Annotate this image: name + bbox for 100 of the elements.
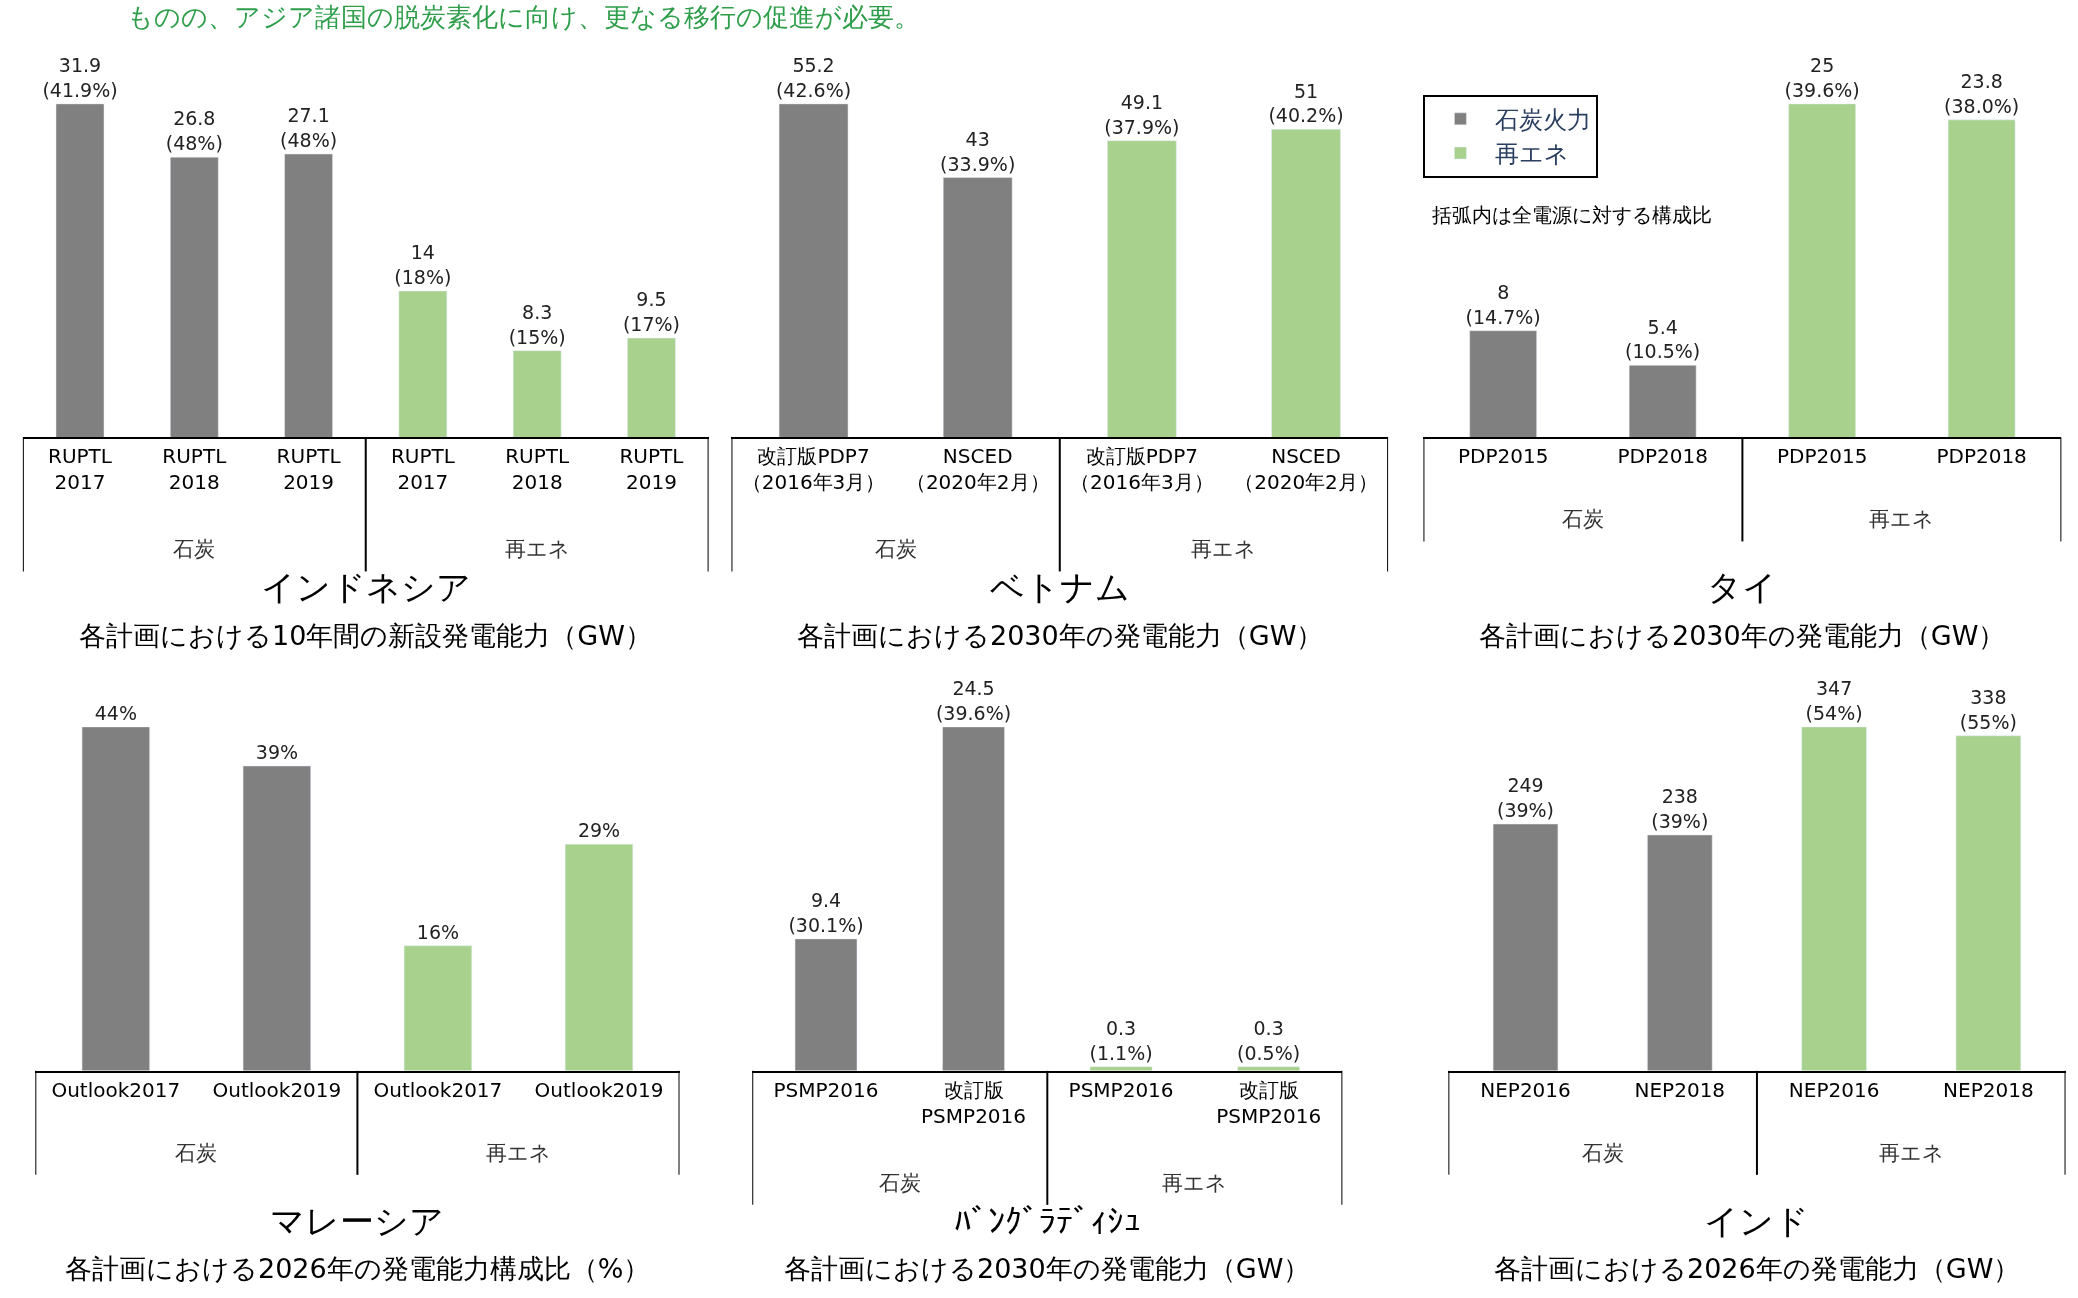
x-tick-label: 改訂版 PSMP2016: [1216, 1077, 1322, 1128]
x-tick-label: PDP2018: [1936, 444, 2027, 469]
x-tick-label: NSCED （2020年2月）: [905, 444, 1050, 495]
x-tick-label: NEP2018: [1634, 1077, 1726, 1102]
bar: [403, 945, 473, 1071]
bar: [284, 153, 333, 438]
x-tick-label: 改訂版PDP7 （2016年3月）: [741, 444, 886, 495]
bar: [778, 103, 849, 438]
x-tick-label: RUPTL 2018: [505, 444, 570, 495]
x-tick-label: RUPTL 2017: [390, 444, 456, 495]
x-tick-label: Outlook2017: [51, 1077, 181, 1102]
data-label: 31.9 (41.9%): [42, 54, 118, 101]
data-label: 0.3 (1.1%): [1089, 1016, 1153, 1064]
bar: [1271, 128, 1341, 438]
text: 石炭: [1582, 1141, 1624, 1165]
text: ベトナム: [990, 567, 1130, 607]
legend-label: 石炭火力: [1495, 106, 1592, 135]
x-tick-label: Outlook2017: [373, 1077, 503, 1102]
x-tick-label: Outlook2019: [212, 1077, 342, 1102]
text: タイ: [1707, 567, 1777, 607]
bar: [1788, 103, 1856, 438]
legend-label: 再エネ: [1495, 140, 1570, 169]
text: 各計画における2026年の発電能力構成比（%）: [65, 1253, 651, 1284]
bar: [1107, 140, 1177, 438]
text: 石炭: [1562, 507, 1604, 531]
text: 再エネ: [486, 1141, 551, 1165]
text: 再エネ: [1191, 537, 1256, 561]
data-label: 51 (40.2%): [1268, 79, 1344, 127]
bar: [1492, 823, 1559, 1071]
text: 石炭: [173, 537, 215, 561]
data-label: 347 (54%): [1805, 677, 1863, 724]
text: 各計画における2026年の発電能力（GW）: [1494, 1253, 2021, 1284]
data-label: 27.1 (48%): [280, 104, 338, 152]
bar: [1628, 365, 1697, 438]
bar: [627, 337, 676, 438]
text: 各計画における10年間の新設発電能力（GW）: [79, 620, 652, 651]
bar: [1801, 726, 1867, 1071]
x-tick-label: PDP2015: [1776, 444, 1868, 469]
bar: [1647, 834, 1713, 1071]
data-label: 29%: [577, 819, 621, 842]
text: 再エネ: [1162, 1171, 1227, 1195]
text: 再エネ: [1879, 1141, 1944, 1165]
data-label: 55.2 (42.6%): [775, 54, 852, 101]
bar: [512, 350, 562, 438]
annotation: 括弧内は全電源に対する構成比: [1432, 203, 1712, 227]
text: インド: [1704, 1201, 1809, 1241]
bar: [942, 177, 1013, 438]
bar: [1469, 330, 1537, 438]
x-tick-label: PDP2015: [1457, 444, 1549, 469]
x-tick-label: 改訂版 PSMP2016: [921, 1077, 1027, 1128]
bar: [1955, 735, 2022, 1071]
bar: [242, 765, 311, 1071]
x-tick-label: NEP2016: [1480, 1077, 1571, 1102]
x-tick-label: Outlook2019: [534, 1077, 664, 1102]
data-label: 14 (18%): [394, 241, 452, 289]
text: マレーシア: [270, 1201, 444, 1241]
x-tick-label: PDP2018: [1617, 444, 1708, 469]
data-label: 338 (55%): [1959, 686, 2017, 733]
text: 石炭: [875, 537, 917, 561]
text: 石炭: [879, 1171, 921, 1195]
text: ものの、アジア諸国の脱炭素化に向け、更なる移行の促進が必要。: [127, 2, 920, 32]
bar: [81, 726, 150, 1071]
bar: [170, 156, 219, 438]
text: 各計画における2030年の発電能力（GW）: [797, 620, 1324, 651]
data-label: 9.5 (17%): [622, 288, 680, 336]
x-tick-label: PSMP2016: [773, 1077, 879, 1102]
text: インドネシア: [261, 567, 471, 607]
data-label: 16%: [416, 920, 460, 943]
text: 石炭: [175, 1141, 217, 1165]
text: 各計画における2030年の発電能力（GW）: [784, 1253, 1311, 1284]
data-label: 8.3 (15%): [508, 300, 566, 348]
data-label: 43 (33.9%): [940, 127, 1016, 175]
text: 再エネ: [505, 537, 570, 561]
text: ﾊﾞﾝｸﾞﾗﾃﾞｨｼｭ: [954, 1201, 1141, 1241]
bar: [55, 103, 105, 438]
data-label: 44%: [94, 701, 137, 724]
x-tick-label: RUPTL 2017: [48, 444, 113, 495]
x-tick-label: NEP2016: [1788, 1077, 1880, 1102]
text: 再エネ: [1869, 507, 1934, 531]
data-label: 49.1 (37.9%): [1104, 91, 1180, 138]
bar: [564, 843, 634, 1071]
data-label: 25 (39.6%): [1784, 54, 1860, 101]
x-tick-label: RUPTL 2018: [162, 444, 228, 495]
data-label: 39%: [255, 740, 299, 763]
data-label: 24.5 (39.6%): [935, 677, 1012, 724]
data-label: 26.8 (48%): [165, 107, 223, 155]
data-label: 8 (14.7%): [1465, 280, 1541, 328]
data-label: 238 (39%): [1651, 785, 1709, 832]
x-tick-label: NEP2018: [1943, 1077, 2034, 1102]
data-label: 5.4 (10.5%): [1625, 315, 1701, 363]
x-tick-label: RUPTL 2019: [276, 444, 342, 495]
x-tick-label: RUPTL 2019: [619, 444, 685, 495]
data-label: 249 (39%): [1496, 774, 1555, 822]
x-tick-label: NSCED （2020年2月）: [1234, 444, 1378, 495]
data-label: 0.3 (0.5%): [1237, 1016, 1301, 1064]
text: 各計画における2030年の発電能力（GW）: [1479, 620, 2006, 651]
bar: [1947, 119, 2016, 438]
x-tick-label: PSMP2016: [1068, 1077, 1174, 1102]
data-label: 23.8 (38.0%): [1944, 70, 2020, 117]
x-tick-label: 改訂版PDP7 （2016年3月）: [1070, 444, 1214, 495]
